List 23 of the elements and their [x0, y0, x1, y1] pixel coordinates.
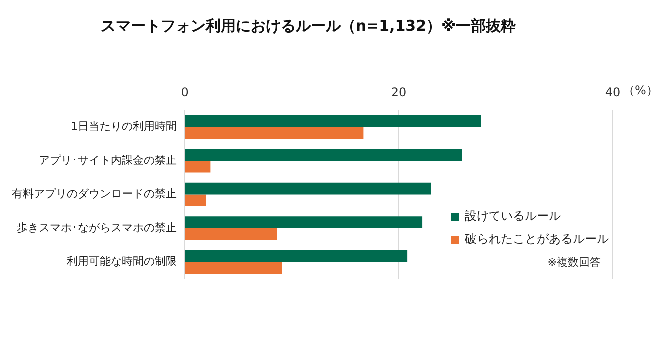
- y-tick-label: アプリ･サイト内課金の禁止: [39, 154, 177, 167]
- bar: [186, 115, 482, 128]
- x-tick-label: 0: [181, 85, 189, 100]
- y-tick-label: 利用可能な時間の制限: [67, 255, 177, 268]
- legend-label: 設けているルール: [465, 209, 561, 224]
- legend-label: 破られたことがあるルール: [464, 232, 609, 246]
- bar: [186, 160, 211, 173]
- bar: [186, 216, 423, 228]
- x-tick-label: 20: [391, 85, 407, 100]
- bar: [186, 228, 278, 240]
- x-axis-title: （%）: [623, 84, 658, 98]
- bar: [186, 194, 206, 206]
- chart-title: スマートフォン利用におけるルール（n=1,132）※一部抜粋: [100, 16, 516, 35]
- y-tick-label: 歩きスマホ･ながらスマホの禁止: [17, 221, 177, 234]
- bar: [186, 127, 364, 140]
- annotation: ※複数回答: [548, 256, 601, 269]
- x-tick-label: 40: [605, 85, 621, 100]
- bar: [186, 182, 432, 195]
- y-tick-label: 有料アプリのダウンロードの禁止: [12, 188, 177, 201]
- bar: [186, 250, 408, 262]
- bar: [186, 149, 462, 161]
- y-tick-label: 1日当たりの利用時間: [71, 120, 177, 134]
- bar: [186, 262, 282, 274]
